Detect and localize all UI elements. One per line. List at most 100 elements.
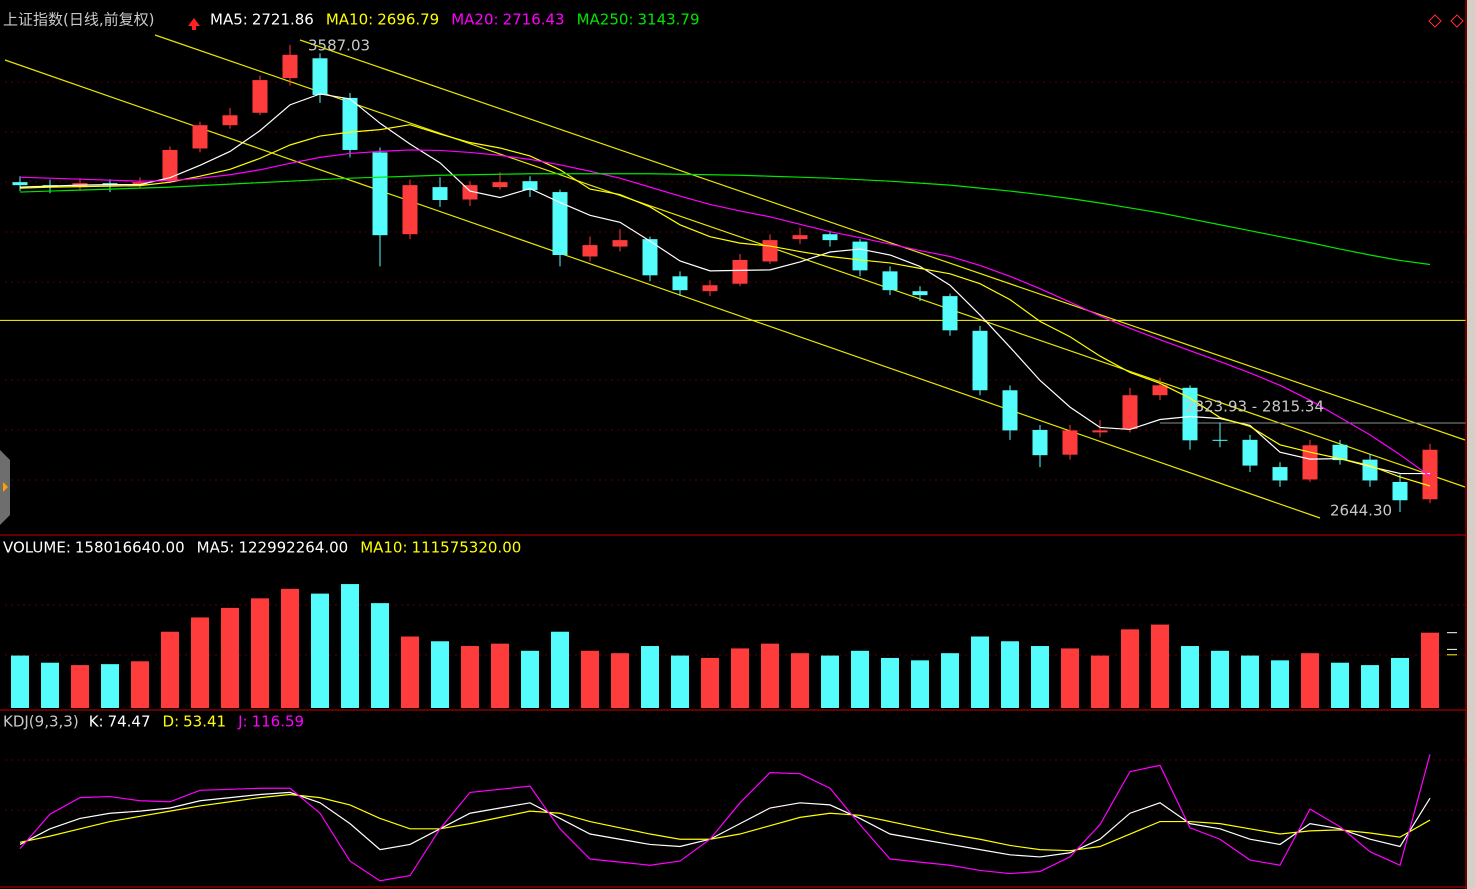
header-text: VOLUME: bbox=[3, 539, 71, 557]
volume-bar bbox=[71, 665, 89, 708]
volume-bar bbox=[1331, 662, 1349, 708]
candle-body bbox=[582, 245, 598, 257]
volume-bar bbox=[341, 584, 359, 708]
candle-body bbox=[522, 181, 538, 191]
header-text: 158016640.00 bbox=[75, 539, 185, 557]
volume-bar bbox=[11, 655, 29, 708]
volume-bar bbox=[1211, 650, 1229, 708]
candle-body bbox=[1362, 459, 1378, 481]
header-text: 74.47 bbox=[108, 713, 151, 731]
candle-body bbox=[1062, 430, 1078, 455]
candle-body bbox=[882, 271, 898, 291]
candle-body bbox=[1032, 429, 1048, 456]
header-text: 111575320.00 bbox=[412, 539, 522, 557]
volume-bar bbox=[101, 664, 119, 708]
header-text: MA5: bbox=[210, 11, 248, 29]
volume-bar bbox=[491, 643, 509, 708]
volume-bar bbox=[1001, 641, 1019, 708]
volume-bar bbox=[791, 653, 809, 708]
volume-bar bbox=[1241, 655, 1259, 708]
candle-body bbox=[252, 80, 268, 113]
header-text: MA20: bbox=[451, 11, 498, 29]
header-text: KDJ(9,3,3) bbox=[3, 713, 79, 731]
scrollbar[interactable] bbox=[1467, 0, 1475, 889]
ma-line bbox=[19, 93, 1431, 475]
candle-body bbox=[942, 296, 958, 331]
candle-body bbox=[1002, 390, 1018, 431]
volume-bar bbox=[161, 631, 179, 708]
volume-bar bbox=[251, 598, 269, 708]
candle-body bbox=[1152, 385, 1168, 396]
candle-body bbox=[612, 240, 628, 247]
candle-body bbox=[162, 149, 178, 182]
volume-bar bbox=[401, 636, 419, 708]
header-text: MA10: bbox=[326, 11, 373, 29]
candle-body bbox=[552, 192, 568, 255]
diamond-button[interactable] bbox=[1428, 14, 1442, 28]
volume-bar bbox=[311, 593, 329, 708]
diamond-button[interactable] bbox=[1450, 14, 1464, 28]
header-text: MA250: bbox=[577, 11, 634, 29]
annotation: 2823.93 - 2815.34 bbox=[1185, 398, 1324, 416]
header-text: MA5: bbox=[197, 539, 235, 557]
volume-bar bbox=[641, 646, 659, 708]
candle-body bbox=[432, 187, 448, 200]
header-text: K: bbox=[89, 713, 104, 731]
candle-body bbox=[1272, 467, 1288, 481]
kdj-line bbox=[19, 793, 1431, 852]
annotation: 3587.03 bbox=[308, 37, 370, 55]
volume-bar bbox=[461, 646, 479, 708]
candle-body bbox=[342, 97, 358, 150]
candle-body bbox=[732, 259, 748, 284]
header-text: 53.41 bbox=[183, 713, 226, 731]
volume-bar bbox=[1361, 665, 1379, 708]
trend-line bbox=[4, 59, 1321, 519]
up-arrow-icon bbox=[188, 18, 200, 30]
candle-body bbox=[192, 125, 208, 149]
volume-bar bbox=[431, 641, 449, 708]
volume-bar bbox=[1301, 653, 1319, 708]
volume-bar bbox=[731, 648, 749, 708]
volume-bar bbox=[581, 650, 599, 708]
candle-body bbox=[1332, 444, 1348, 461]
header-text: 2721.86 bbox=[252, 11, 314, 29]
volume-bar bbox=[551, 631, 569, 708]
candle-body bbox=[312, 58, 328, 95]
candle-body bbox=[672, 276, 688, 291]
candle-body bbox=[222, 115, 238, 126]
candle-body bbox=[282, 54, 298, 79]
header-text: D: bbox=[163, 713, 180, 731]
volume-bar bbox=[1271, 660, 1289, 708]
candle-body bbox=[402, 185, 418, 235]
candle-body bbox=[132, 182, 148, 186]
ma-line bbox=[19, 173, 1431, 266]
volume-bar bbox=[1181, 646, 1199, 708]
volume-bar bbox=[1031, 646, 1049, 708]
candle-body bbox=[492, 182, 508, 188]
volume-bar bbox=[701, 657, 719, 708]
volume-bar bbox=[881, 657, 899, 708]
kdj-line bbox=[19, 754, 1431, 882]
candle-body bbox=[852, 241, 868, 271]
candle-body bbox=[792, 235, 808, 240]
volume-bar bbox=[611, 653, 629, 708]
candle-body bbox=[912, 291, 928, 296]
volume-bar bbox=[1151, 624, 1169, 708]
candle-body bbox=[1422, 449, 1438, 500]
plot-area: 3587.03 2823.93 - 2815.34 2644.30 bbox=[0, 37, 1466, 882]
candle-body bbox=[1392, 481, 1408, 501]
header-text: 116.59 bbox=[252, 713, 305, 731]
ma-line bbox=[19, 149, 1431, 477]
trend-line bbox=[154, 34, 1466, 488]
volume-bar bbox=[821, 655, 839, 708]
volume-bar bbox=[1391, 657, 1409, 708]
header-text: MA10: bbox=[360, 539, 407, 557]
volume-bar bbox=[221, 607, 239, 708]
kdj-line bbox=[19, 791, 1431, 858]
ma-line bbox=[19, 124, 1431, 487]
trend-line bbox=[299, 39, 1466, 441]
volume-bar bbox=[1061, 648, 1079, 708]
